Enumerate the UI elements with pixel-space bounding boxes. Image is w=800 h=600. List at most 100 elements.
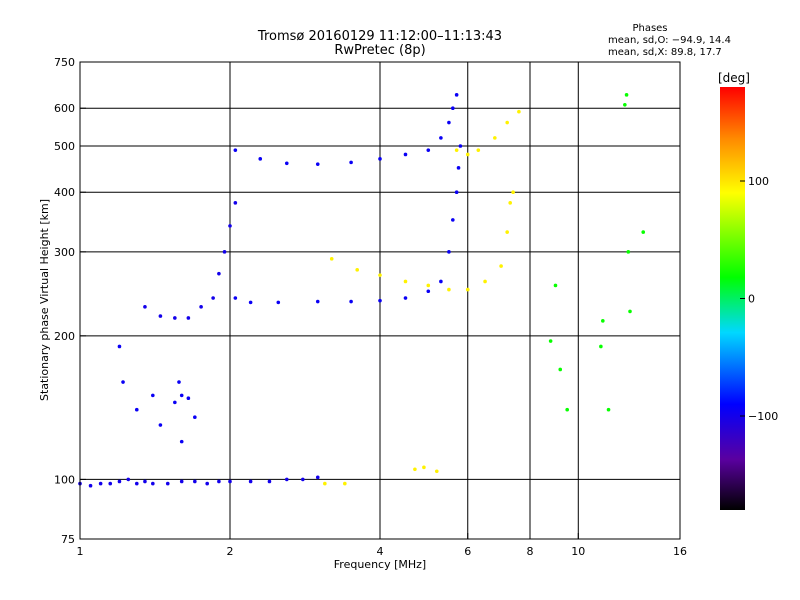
data-point — [599, 344, 603, 349]
data-point — [628, 309, 632, 314]
data-point — [248, 479, 253, 484]
data-point — [233, 201, 238, 205]
data-point — [315, 475, 320, 480]
data-point — [606, 407, 611, 412]
data-point — [98, 481, 103, 486]
data-point — [447, 287, 451, 292]
data-point — [343, 481, 347, 486]
phases-o-stats: mean, sd,O: −94.9, 14.4 — [608, 35, 731, 46]
data-point — [165, 481, 170, 486]
data-point — [454, 148, 459, 152]
data-point — [258, 157, 263, 161]
data-point — [426, 148, 431, 152]
data-point — [505, 230, 509, 234]
data-point — [465, 152, 470, 157]
data-point — [158, 423, 163, 427]
colorbar-ticks: 100 0 −100 — [740, 175, 778, 423]
data-point — [422, 465, 426, 470]
data-point — [355, 268, 359, 272]
data-point — [177, 380, 181, 384]
data-point — [378, 273, 382, 277]
data-point — [233, 296, 238, 300]
x-tick-label: 10 — [571, 545, 585, 558]
data-point — [186, 316, 191, 320]
x-tick-label: 1 — [77, 545, 84, 558]
data-point — [158, 314, 163, 318]
data-point — [623, 103, 627, 107]
data-point — [173, 400, 177, 405]
data-point — [217, 271, 221, 276]
data-point — [315, 162, 320, 166]
data-point — [186, 396, 191, 400]
data-points — [78, 93, 646, 488]
data-point — [179, 479, 184, 484]
y-tick-label: 100 — [54, 473, 75, 486]
data-point — [205, 481, 209, 486]
data-point — [439, 279, 443, 284]
y-tick-label: 400 — [54, 186, 75, 199]
data-point — [143, 305, 147, 309]
colorbar-tick-label: −100 — [748, 410, 778, 423]
data-point — [476, 148, 481, 152]
data-point — [222, 250, 227, 254]
data-point — [499, 264, 503, 268]
data-point — [126, 477, 131, 482]
x-tick-label: 16 — [673, 545, 687, 558]
y-tick-label: 600 — [54, 102, 75, 115]
x-ticks: 1 2 4 6 8 10 16 — [77, 533, 687, 558]
colorbar-tick-label: 100 — [748, 175, 769, 188]
data-point — [458, 144, 463, 148]
data-point — [378, 298, 382, 303]
data-point — [447, 250, 451, 254]
phases-x-stats: mean, sd,X: 89.8, 17.7 — [608, 47, 722, 58]
data-point — [426, 283, 431, 288]
data-point — [426, 289, 431, 294]
data-point — [483, 279, 487, 284]
data-point — [641, 230, 646, 234]
data-point — [173, 316, 177, 320]
y-ticks: 75 100 200 300 400 500 600 750 — [54, 56, 86, 546]
data-point — [233, 148, 238, 152]
data-point — [558, 367, 563, 372]
data-point — [248, 300, 253, 305]
data-point — [349, 160, 353, 165]
y-tick-label: 300 — [54, 246, 75, 259]
data-point — [315, 299, 320, 304]
data-point — [301, 477, 305, 482]
data-point — [151, 393, 155, 398]
x-tick-label: 8 — [527, 545, 534, 558]
data-point — [193, 479, 197, 484]
data-point — [505, 120, 509, 125]
y-axis-label: Stationary phase Virtual Height [km] — [38, 199, 51, 401]
data-point — [193, 415, 197, 420]
data-point — [451, 106, 455, 111]
data-point — [624, 93, 629, 97]
data-point — [88, 483, 93, 488]
data-point — [565, 407, 569, 412]
data-point — [267, 479, 272, 484]
data-point — [117, 344, 122, 349]
data-point — [447, 120, 451, 125]
y-tick-label: 75 — [61, 533, 75, 546]
data-point — [228, 224, 232, 228]
data-point — [454, 190, 459, 195]
data-point — [626, 250, 631, 254]
y-tick-label: 750 — [54, 56, 75, 69]
phases-heading: Phases — [632, 23, 667, 34]
x-tick-label: 4 — [377, 545, 384, 558]
x-tick-label: 2 — [227, 545, 234, 558]
data-point — [454, 93, 459, 97]
data-point — [228, 479, 232, 484]
data-point — [493, 136, 497, 140]
data-point — [143, 479, 147, 484]
colorbar-label: [deg] — [718, 71, 750, 85]
data-point — [378, 157, 382, 161]
x-tick-label: 6 — [464, 545, 471, 558]
x-axis-label: Frequency [MHz] — [334, 558, 426, 571]
data-point — [179, 393, 184, 398]
data-point — [413, 467, 417, 472]
data-point — [329, 257, 334, 261]
data-point — [508, 201, 512, 205]
data-point — [276, 300, 281, 305]
